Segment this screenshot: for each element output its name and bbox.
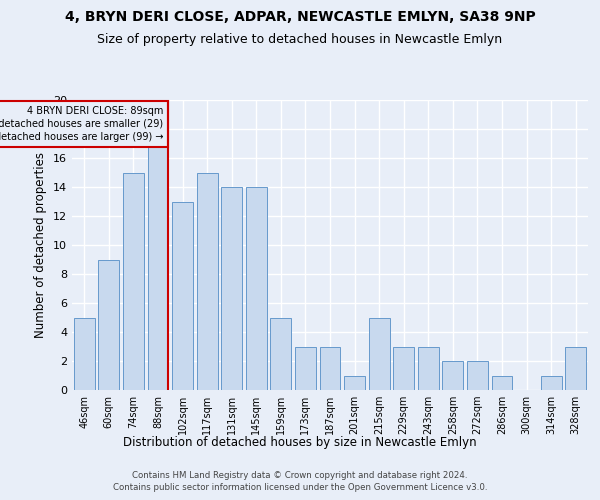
Bar xyxy=(246,187,267,390)
Bar xyxy=(74,318,95,390)
Bar xyxy=(221,187,242,390)
Bar xyxy=(320,346,340,390)
Bar xyxy=(344,376,365,390)
Text: Size of property relative to detached houses in Newcastle Emlyn: Size of property relative to detached ho… xyxy=(97,32,503,46)
Bar xyxy=(467,361,488,390)
Bar xyxy=(491,376,512,390)
Bar xyxy=(368,318,389,390)
Text: 4, BRYN DERI CLOSE, ADPAR, NEWCASTLE EMLYN, SA38 9NP: 4, BRYN DERI CLOSE, ADPAR, NEWCASTLE EML… xyxy=(65,10,535,24)
Bar xyxy=(197,172,218,390)
Bar xyxy=(442,361,463,390)
Bar xyxy=(565,346,586,390)
Bar xyxy=(393,346,414,390)
Text: Contains HM Land Registry data © Crown copyright and database right 2024.
Contai: Contains HM Land Registry data © Crown c… xyxy=(113,471,487,492)
Bar xyxy=(172,202,193,390)
Text: 4 BRYN DERI CLOSE: 89sqm
← 22% of detached houses are smaller (29)
77% of semi-d: 4 BRYN DERI CLOSE: 89sqm ← 22% of detach… xyxy=(0,106,164,142)
Text: Distribution of detached houses by size in Newcastle Emlyn: Distribution of detached houses by size … xyxy=(123,436,477,449)
Bar xyxy=(541,376,562,390)
Bar xyxy=(271,318,292,390)
Bar xyxy=(418,346,439,390)
Bar xyxy=(148,144,169,390)
Y-axis label: Number of detached properties: Number of detached properties xyxy=(34,152,47,338)
Bar xyxy=(295,346,316,390)
Bar xyxy=(98,260,119,390)
Bar xyxy=(123,172,144,390)
